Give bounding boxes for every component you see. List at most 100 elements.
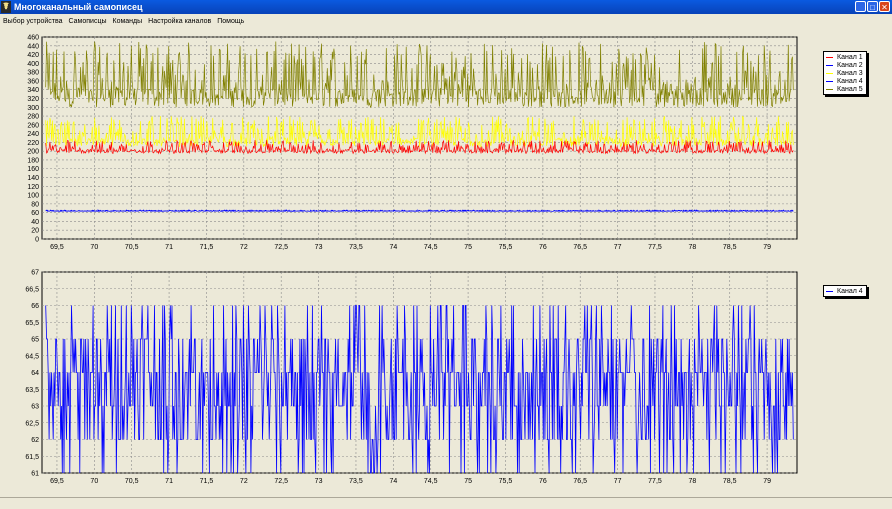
- x-tick-label: 70: [90, 478, 98, 485]
- legend-swatch: [826, 65, 833, 66]
- legend-swatch: [826, 89, 833, 90]
- menu-recorders[interactable]: Самописцы: [66, 15, 110, 28]
- legend-swatch: [826, 57, 833, 58]
- y-tick-label: 440: [27, 43, 39, 50]
- legend-entry: Канал 1: [826, 53, 863, 61]
- bottom-chart-legend: Канал 4: [823, 285, 867, 297]
- legend-label: Канал 4: [837, 78, 863, 85]
- x-tick-label: 78,5: [723, 244, 737, 251]
- y-tick-label: 120: [27, 184, 39, 191]
- x-tick-label: 71: [165, 244, 173, 251]
- y-tick-label: 280: [27, 114, 39, 121]
- y-tick-label: 62: [31, 437, 39, 444]
- y-tick-label: 61,5: [25, 454, 39, 461]
- app-icon: ☤: [1, 1, 11, 13]
- x-tick-label: 78,5: [723, 478, 737, 485]
- y-tick-label: 66,5: [25, 286, 39, 293]
- status-bar: [0, 497, 892, 509]
- y-tick-label: 300: [27, 105, 39, 112]
- x-tick-label: 70,5: [125, 478, 139, 485]
- y-tick-label: 0: [35, 237, 39, 244]
- y-tick-label: 63: [31, 404, 39, 411]
- x-tick-label: 73: [315, 478, 323, 485]
- x-tick-label: 77: [614, 244, 622, 251]
- x-tick-label: 72: [240, 478, 248, 485]
- y-tick-label: 100: [27, 193, 39, 200]
- menu-channel-settings[interactable]: Настройка каналов: [145, 15, 214, 28]
- x-tick-label: 71,5: [200, 478, 214, 485]
- y-tick-label: 260: [27, 122, 39, 129]
- y-tick-label: 80: [31, 201, 39, 208]
- y-tick-label: 64,5: [25, 353, 39, 360]
- menu-bar: Выбор устройства Самописцы Команды Настройк…: [0, 14, 892, 27]
- legend-label: Канал 5: [837, 86, 863, 93]
- x-tick-label: 76,5: [573, 244, 587, 251]
- x-tick-label: 69,5: [50, 244, 64, 251]
- x-tick-label: 74: [389, 244, 397, 251]
- y-tick-label: 240: [27, 131, 39, 138]
- legend-label: Канал 3: [837, 70, 863, 77]
- y-tick-label: 40: [31, 219, 39, 226]
- legend-entry: Канал 4: [826, 77, 863, 85]
- x-tick-label: 76,5: [573, 478, 587, 485]
- close-button[interactable]: ✕: [879, 1, 890, 12]
- y-tick-label: 400: [27, 61, 39, 68]
- x-tick-label: 76: [539, 478, 547, 485]
- x-tick-label: 71: [165, 478, 173, 485]
- y-tick-label: 200: [27, 149, 39, 156]
- y-tick-label: 220: [27, 140, 39, 147]
- menu-device-select[interactable]: Выбор устройства: [0, 15, 66, 28]
- x-tick-label: 70,5: [125, 244, 139, 251]
- top-chart-legend: Канал 1 Канал 2 Канал 3 Канал 4 Канал 5: [823, 51, 867, 95]
- x-tick-label: 75,5: [499, 244, 513, 251]
- x-tick-label: 72,5: [274, 478, 288, 485]
- x-tick-label: 69,5: [50, 478, 64, 485]
- title-bar: ☤ Многоканальный самописец _ □ ✕: [0, 0, 892, 14]
- y-tick-label: 340: [27, 87, 39, 94]
- x-tick-label: 71,5: [200, 244, 214, 251]
- x-tick-label: 77: [614, 478, 622, 485]
- legend-swatch: [826, 291, 833, 292]
- x-tick-label: 74: [389, 478, 397, 485]
- x-tick-label: 76: [539, 244, 547, 251]
- x-tick-label: 77,5: [648, 244, 662, 251]
- y-tick-label: 320: [27, 96, 39, 103]
- minimize-button[interactable]: _: [855, 1, 866, 12]
- legend-label: Канал 2: [837, 62, 863, 69]
- y-tick-label: 460: [27, 35, 39, 42]
- window-title: Многоканальный самописец: [14, 1, 143, 13]
- x-tick-label: 75: [464, 478, 472, 485]
- x-tick-label: 79: [763, 478, 771, 485]
- menu-commands[interactable]: Команды: [110, 15, 146, 28]
- x-tick-label: 70: [90, 244, 98, 251]
- legend-entry: Канал 2: [826, 61, 863, 69]
- bottom-chart: 69,5 70 70,5 71 71,5 72 72,5 73 73,5 74 74,5 75 75,5…: [0, 262, 892, 492]
- bottom-chart-panel: 69,5 70 70,5 71 71,5 72 72,5 73 73,5 74 74,5 75 75,5…: [0, 262, 892, 495]
- y-tick-label: 380: [27, 70, 39, 77]
- menu-help[interactable]: Помощь: [214, 15, 247, 28]
- x-tick-label: 73: [315, 244, 323, 251]
- x-tick-label: 79: [763, 244, 771, 251]
- legend-label: Канал 4: [837, 288, 863, 295]
- y-tick-label: 61: [31, 471, 39, 478]
- x-tick-label: 72: [240, 244, 248, 251]
- x-tick-label: 73,5: [349, 478, 363, 485]
- x-tick-label: 78: [688, 478, 696, 485]
- y-tick-label: 65: [31, 337, 39, 344]
- legend-label: Канал 1: [837, 54, 863, 61]
- top-chart: 69,5 70 70,5 71 71,5 72 72,5 73 73,5 74 74,5 75 75,5…: [0, 30, 892, 252]
- legend-swatch: [826, 73, 833, 74]
- x-tick-label: 78: [688, 244, 696, 251]
- x-tick-label: 75: [464, 244, 472, 251]
- y-tick-label: 60: [31, 210, 39, 217]
- y-tick-label: 64: [31, 370, 39, 377]
- legend-entry: Канал 3: [826, 69, 863, 77]
- y-tick-label: 420: [27, 52, 39, 59]
- x-tick-label: 73,5: [349, 244, 363, 251]
- x-tick-label: 77,5: [648, 478, 662, 485]
- y-tick-label: 360: [27, 78, 39, 85]
- top-chart-panel: 69,5 70 70,5 71 71,5 72 72,5 73 73,5 74 74,5 75 75,5…: [0, 30, 892, 255]
- maximize-button[interactable]: □: [867, 1, 878, 12]
- y-tick-label: 160: [27, 166, 39, 173]
- legend-entry: Канал 5: [826, 85, 863, 93]
